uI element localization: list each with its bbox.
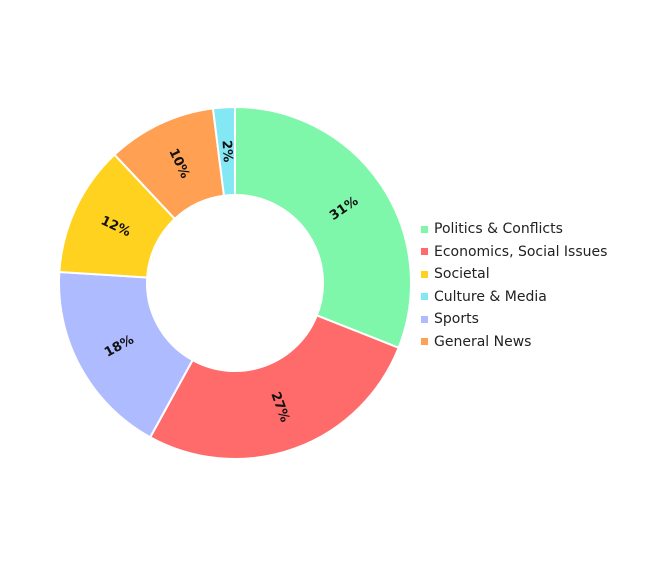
legend-swatch [421,315,428,323]
legend-item[interactable]: Politics & Conflicts [421,218,607,241]
slice-culture-media[interactable] [211,105,236,197]
legend-swatch [421,293,428,301]
legend-item[interactable]: Culture & Media [421,286,607,309]
legend-swatch [421,338,428,346]
slice-economics-social-issues[interactable] [148,314,400,460]
legend: Politics & Conflicts Economics, Social I… [421,218,607,353]
slice-label: 2% [219,140,235,163]
legend-swatch [421,248,428,256]
slice-sports[interactable] [58,270,194,439]
legend-label: General News [434,333,532,350]
legend-label: Economics, Social Issues [434,243,608,260]
legend-item[interactable]: Economics, Social Issues [421,241,607,264]
legend-item[interactable]: General News [421,331,607,354]
legend-item[interactable]: Societal [421,263,607,286]
legend-label: Societal [434,266,490,283]
legend-swatch [421,225,428,233]
legend-swatch [421,270,428,278]
legend-label: Culture & Media [434,288,547,305]
legend-label: Politics & Conflicts [434,221,563,238]
legend-label: Sports [434,311,479,328]
legend-item[interactable]: Sports [421,308,607,331]
slice-politics-conflicts[interactable] [234,105,412,350]
